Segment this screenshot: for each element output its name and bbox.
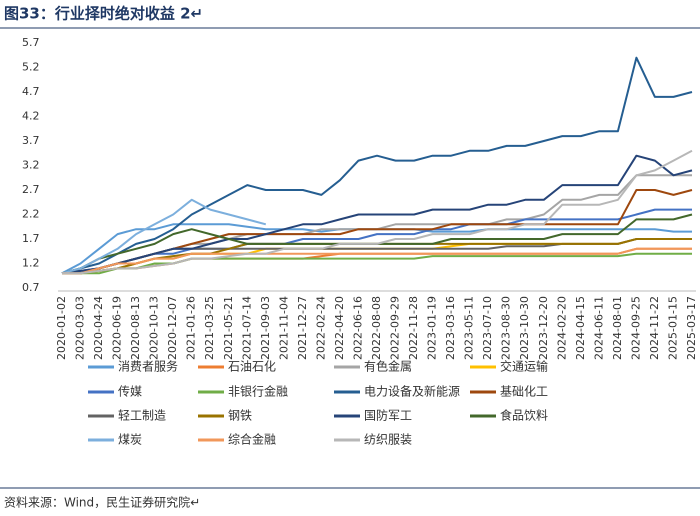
x-tick-label: 2020-03-03 xyxy=(74,296,87,360)
y-tick-label: 0.7 xyxy=(22,281,40,294)
x-tick-label: 2022-09-29 xyxy=(389,296,402,360)
x-tick-label: 2020-12-07 xyxy=(166,296,179,360)
x-tick-label: 2021-03-25 xyxy=(203,296,216,360)
x-tick-label: 2022-11-28 xyxy=(407,296,420,360)
x-tick-label: 2023-10-30 xyxy=(518,296,531,360)
x-tick-label: 2024-04-15 xyxy=(574,296,587,360)
x-tick-label: 2021-07-14 xyxy=(240,296,253,360)
x-tick-label: 2024-02-20 xyxy=(555,296,568,360)
series-line xyxy=(61,208,692,275)
legend-label: 轻工制造 xyxy=(118,409,166,423)
x-tick-label: 2021-01-26 xyxy=(185,296,198,360)
x-tick-label: 2025-03-17 xyxy=(685,296,698,360)
series-line xyxy=(61,154,693,275)
chart-title: 图33：行业择时绝对收益 2↵ xyxy=(4,5,203,23)
x-tick-label: 2023-03-16 xyxy=(444,296,457,360)
legend-label: 石油石化 xyxy=(228,360,276,374)
legend-label: 消费者服务 xyxy=(118,359,178,374)
x-tick-label: 2023-12-20 xyxy=(537,296,550,360)
y-tick-label: 4.2 xyxy=(22,110,40,123)
y-tick-label: 2.7 xyxy=(22,183,40,196)
x-tick-label: 2024-11-22 xyxy=(648,296,661,360)
y-tick-label: 5.2 xyxy=(22,61,40,74)
x-tick-label: 2020-08-13 xyxy=(129,296,142,360)
y-tick-label: 1.7 xyxy=(22,232,40,245)
x-tick-label: 2020-06-19 xyxy=(111,296,124,360)
legend-label: 基础化工 xyxy=(500,385,548,399)
series-line xyxy=(61,198,267,275)
series-line xyxy=(62,252,692,275)
x-tick-label: 2021-12-27 xyxy=(296,296,309,360)
x-tick-label: 2025-01-15 xyxy=(666,296,679,360)
x-tick-label: 2022-02-24 xyxy=(314,296,327,360)
legend-label: 传媒 xyxy=(118,384,142,399)
series-line xyxy=(62,247,692,275)
x-tick-label: 2020-01-02 xyxy=(55,296,68,360)
legend-label: 电力设备及新能源 xyxy=(364,384,460,399)
x-tick-label: 2023-08-30 xyxy=(500,296,513,360)
y-tick-label: 3.7 xyxy=(22,134,40,147)
y-tick-label: 5.7 xyxy=(22,36,40,49)
legend-label: 国防军工 xyxy=(364,408,412,423)
x-tick-label: 2023-01-19 xyxy=(426,296,439,360)
x-tick-label: 2020-04-24 xyxy=(92,296,105,360)
y-tick-label: 4.7 xyxy=(22,85,40,98)
series-line xyxy=(62,149,693,275)
y-tick-label: 3.2 xyxy=(22,159,40,172)
x-tick-label: 2022-04-20 xyxy=(333,296,346,360)
legend-label: 煤炭 xyxy=(118,433,142,447)
x-tick-label: 2024-09-25 xyxy=(629,296,642,360)
source: 资料来源：Wind，民生证券研究院↵ xyxy=(4,495,200,510)
x-tick-label: 2023-07-10 xyxy=(481,296,494,360)
x-tick-label: 2024-08-01 xyxy=(611,296,624,360)
legend-label: 食品饮料 xyxy=(500,408,548,423)
legend-label: 有色金属 xyxy=(364,359,412,374)
series-line xyxy=(61,56,693,275)
legend-label: 交通运输 xyxy=(500,359,548,374)
x-tick-label: 2022-08-08 xyxy=(370,296,383,360)
legend-label: 钢铁 xyxy=(228,409,252,423)
x-tick-label: 2021-05-21 xyxy=(222,296,235,360)
legend-label: 综合金融 xyxy=(228,432,276,447)
series-line xyxy=(62,189,693,275)
y-tick-label: 2.2 xyxy=(22,208,40,221)
x-tick-label: 2022-06-16 xyxy=(351,296,364,360)
x-tick-label: 2023-05-11 xyxy=(463,296,476,360)
y-tick-label: 1.2 xyxy=(22,257,40,270)
x-tick-label: 2024-06-11 xyxy=(592,296,605,360)
x-tick-label: 2021-09-03 xyxy=(259,296,272,360)
x-tick-label: 2021-11-04 xyxy=(277,296,290,360)
legend-label: 纺织服装 xyxy=(364,433,412,447)
legend-label: 非银行金融 xyxy=(228,384,288,399)
x-tick-label: 2020-10-13 xyxy=(148,296,161,360)
